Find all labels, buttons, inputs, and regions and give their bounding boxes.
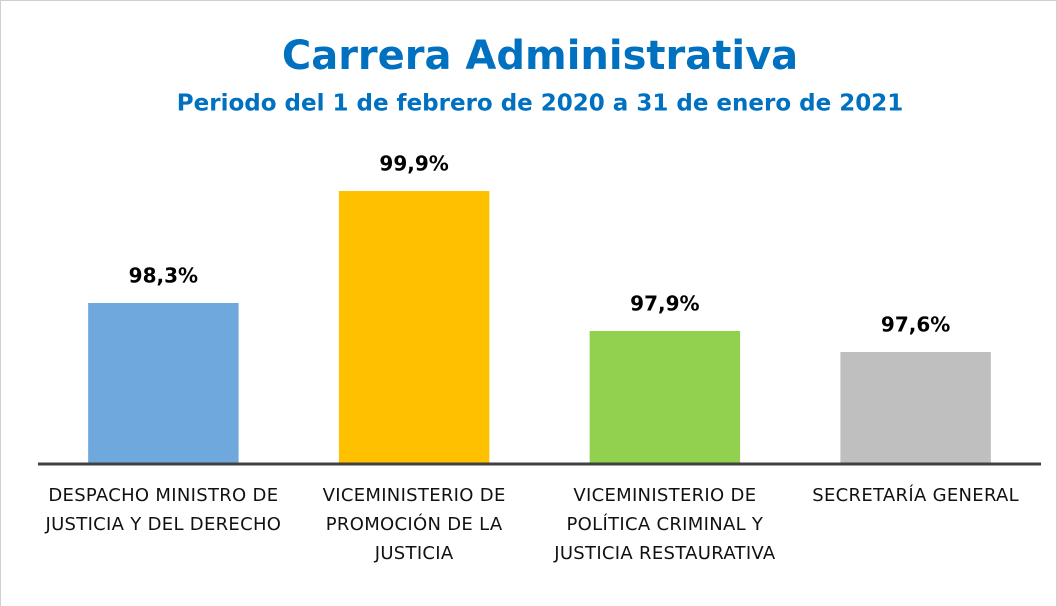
- bar: [338, 191, 490, 464]
- chart-title: Carrera Administrativa: [282, 33, 798, 79]
- bar: [840, 352, 991, 464]
- value-label: 97,9%: [630, 292, 699, 316]
- value-label: 99,9%: [379, 152, 448, 176]
- x-tick-label: VICEMINISTERIO DE POLÍTICA CRIMINAL Y JU…: [554, 485, 776, 564]
- bar: [589, 331, 741, 464]
- bar: [88, 303, 239, 464]
- value-label: 97,6%: [881, 313, 950, 337]
- x-tick-label: DESPACHO MINISTRO DE JUSTICIA Y DEL DERE…: [45, 485, 282, 535]
- x-tick-label: VICEMINISTERIO DE PROMOCIÓN DE LA JUSTIC…: [322, 485, 506, 564]
- chart-subtitle: Periodo del 1 de febrero de 2020 a 31 de…: [177, 91, 903, 117]
- x-tick-label: SECRETARÍA GENERAL: [812, 485, 1019, 506]
- value-label: 98,3%: [129, 264, 198, 288]
